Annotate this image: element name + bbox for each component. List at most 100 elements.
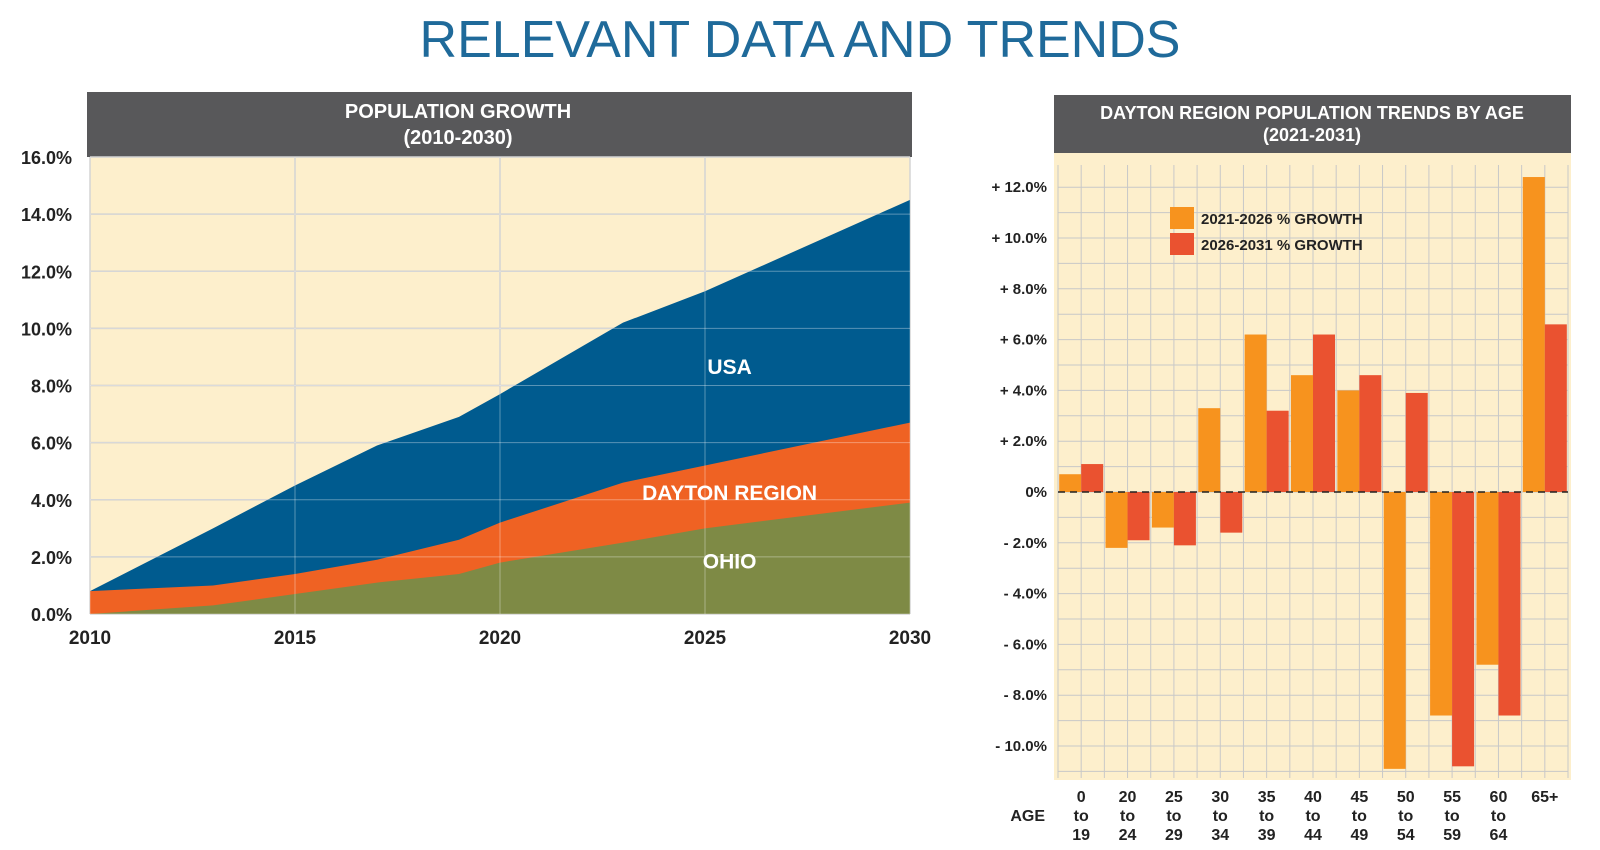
bar-x-tick-label: to <box>1305 808 1320 825</box>
bar-2026-2031-7 <box>1405 392 1428 492</box>
area-x-tick-label: 2025 <box>684 628 727 649</box>
area-y-tick-label: 10.0% <box>21 319 72 339</box>
bar-y-tick-label: 0% <box>1025 484 1047 501</box>
bar-y-tick-label: + 4.0% <box>1000 382 1047 399</box>
bar-y-tick-label: + 6.0% <box>1000 332 1047 349</box>
bar-x-tick-label: to <box>1352 808 1367 825</box>
area-y-tick-label: 2.0% <box>31 548 72 568</box>
bar-chart-grid <box>1057 165 1569 778</box>
bar-x-tick-label: 59 <box>1443 827 1461 844</box>
bar-2021-2026-7 <box>1383 492 1406 769</box>
legend-swatch-2021-2026 <box>1170 207 1194 229</box>
bar-x-tick-label: 20 <box>1119 789 1137 806</box>
legend-label: 2021-2026 % GROWTH <box>1201 211 1363 228</box>
area-chart-plot-background <box>90 157 910 614</box>
area-chart-y-axis: 0.0% 2.0% 4.0% 6.0% 8.0% 10.0% 12.0% 14.0% 16.0% <box>21 148 72 625</box>
bar-x-tick-label: 30 <box>1211 789 1229 806</box>
bar-2026-2031-2 <box>1173 492 1196 546</box>
area-chart-subtitle: (2010-2030) <box>404 127 513 149</box>
bar-x-tick-label: to <box>1120 808 1135 825</box>
area-y-tick-label: 4.0% <box>31 491 72 511</box>
area-chart-series <box>90 199 910 614</box>
area-x-tick-label: 2030 <box>889 628 931 649</box>
bar-x-tick-label: 29 <box>1165 827 1183 844</box>
bar-2021-2026-1 <box>1105 492 1128 548</box>
area-chart-grid-overlay <box>89 156 911 615</box>
bar-y-tick-label: - 8.0% <box>1004 687 1047 704</box>
bar-x-tick-label: to <box>1491 808 1506 825</box>
bar-2026-2031-5 <box>1313 334 1335 492</box>
bar-y-tick-label: + 10.0% <box>992 230 1047 247</box>
area-x-tick-label: 2015 <box>274 628 317 649</box>
area-series-usa <box>90 199 910 614</box>
bar-chart-y-axis: - 10.0% - 8.0% - 6.0% - 4.0% - 2.0% 0% + 2.0% +… <box>992 179 1047 755</box>
area-series-label: OHIO <box>703 550 757 573</box>
bar-x-tick-label: 40 <box>1304 789 1322 806</box>
bar-chart-x-axis: 0 to 19 20 to 24 25 to 29 30 to 34 35 to 39 40 to 44 45 to 4… <box>1010 789 1558 844</box>
bar-2021-2026-0 <box>1059 474 1082 492</box>
area-chart-x-axis: 2010 2015 2020 2025 2030 <box>69 628 931 649</box>
bar-x-tick-label: 64 <box>1490 827 1508 844</box>
bar-x-tick-label: to <box>1398 808 1413 825</box>
bar-x-tick-label: 24 <box>1119 827 1137 844</box>
bar-x-tick-label: 65+ <box>1531 789 1558 806</box>
bar-x-tick-label: 0 <box>1077 789 1086 806</box>
bar-x-tick-label: 49 <box>1350 827 1368 844</box>
area-y-tick-label: 14.0% <box>21 205 72 225</box>
area-chart-annotations: USA DAYTON REGION OHIO <box>642 356 817 573</box>
bar-x-tick-label: 39 <box>1258 827 1276 844</box>
bar-2026-2031-10 <box>1544 324 1567 492</box>
bar-x-tick-label: 44 <box>1304 827 1322 844</box>
bar-y-tick-label: - 2.0% <box>1004 535 1047 552</box>
bar-2026-2031-9 <box>1498 492 1521 716</box>
legend-label: 2026-2031 % GROWTH <box>1201 237 1363 254</box>
area-series-label: USA <box>707 356 751 379</box>
bar-2021-2026-5 <box>1291 375 1313 492</box>
page-title: RELEVANT DATA AND TRENDS <box>419 11 1181 69</box>
bar-y-tick-label: - 6.0% <box>1004 636 1047 653</box>
area-series-dayton-region <box>90 422 910 614</box>
bar-y-tick-label: + 8.0% <box>1000 281 1047 298</box>
bar-chart-subtitle: (2021-2031) <box>1263 125 1361 145</box>
bar-x-tick-label: 50 <box>1397 789 1415 806</box>
bar-x-tick-label: 55 <box>1443 789 1461 806</box>
bar-x-tick-label: 35 <box>1258 789 1276 806</box>
bar-y-tick-label: + 12.0% <box>992 179 1047 196</box>
area-x-tick-label: 2020 <box>479 628 521 649</box>
bar-x-axis-label: AGE <box>1010 808 1045 825</box>
area-series-label: DAYTON REGION <box>642 482 817 505</box>
bar-x-tick-label: to <box>1259 808 1274 825</box>
bar-x-tick-label: 60 <box>1490 789 1508 806</box>
bar-2026-2031-6 <box>1359 375 1382 492</box>
area-chart-title: POPULATION GROWTH <box>345 101 571 123</box>
area-y-tick-label: 0.0% <box>31 605 72 625</box>
area-y-tick-label: 8.0% <box>31 377 72 397</box>
bar-x-tick-label: to <box>1074 808 1089 825</box>
bar-chart-legend: 2021-2026 % GROWTH 2026-2031 % GROWTH <box>1170 207 1363 255</box>
bar-2026-2031-8 <box>1452 492 1475 767</box>
bar-x-tick-label: 54 <box>1397 827 1415 844</box>
bar-x-tick-label: 45 <box>1350 789 1368 806</box>
bar-2021-2026-2 <box>1151 492 1174 528</box>
bar-chart-header <box>1054 95 1571 153</box>
area-chart-header <box>87 92 912 157</box>
bar-x-tick-label: to <box>1213 808 1228 825</box>
bar-y-tick-label: - 4.0% <box>1004 586 1047 603</box>
bar-x-tick-label: 19 <box>1072 827 1090 844</box>
bar-x-tick-label: to <box>1166 808 1181 825</box>
bar-x-tick-label: to <box>1445 808 1460 825</box>
bar-2021-2026-4 <box>1244 334 1267 492</box>
area-chart-grid <box>89 156 911 615</box>
area-y-tick-label: 16.0% <box>21 148 72 168</box>
area-y-tick-label: 6.0% <box>31 434 72 454</box>
bar-chart-bars <box>1059 177 1567 769</box>
bar-2021-2026-9 <box>1476 492 1499 665</box>
bar-2021-2026-10 <box>1522 177 1545 493</box>
area-y-tick-label: 12.0% <box>21 262 72 282</box>
bar-y-tick-label: - 10.0% <box>995 738 1047 755</box>
legend-swatch-2026-2031 <box>1170 233 1194 255</box>
area-series-ohio <box>90 502 910 614</box>
bar-chart-plot-background <box>1054 153 1571 780</box>
